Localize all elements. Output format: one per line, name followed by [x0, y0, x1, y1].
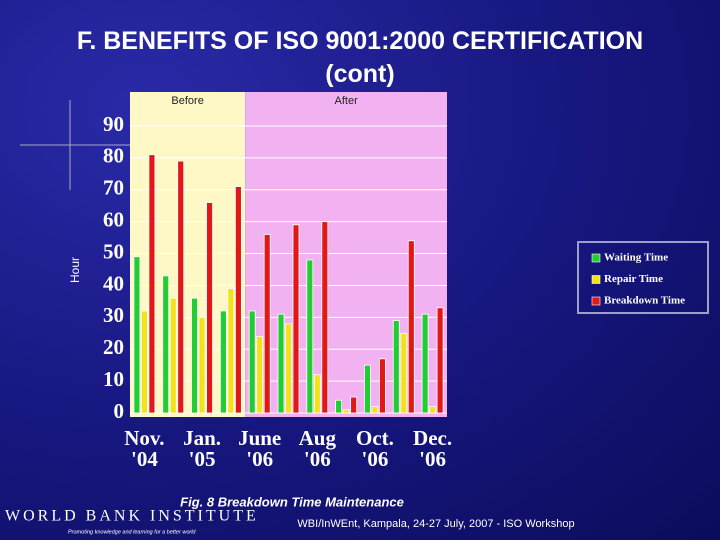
legend-swatch	[591, 275, 601, 284]
bar	[306, 259, 314, 414]
y-axis-label: Hour	[68, 257, 82, 283]
legend-swatch	[591, 253, 601, 263]
y-tick-label: 90	[103, 112, 124, 136]
legend-label: Waiting Time	[604, 252, 668, 264]
bar	[421, 313, 429, 414]
bar	[392, 320, 400, 414]
y-tick-label: 0	[114, 399, 125, 423]
logo-name: WORLD BANK INSTITUTE	[5, 508, 259, 525]
x-tick-label: Dec. '06	[413, 426, 453, 471]
period-label: After	[335, 95, 359, 107]
y-tick-label: 70	[103, 176, 124, 200]
y-tick-label: 60	[103, 207, 124, 231]
bar	[248, 310, 256, 414]
bar	[148, 154, 156, 414]
bar	[350, 396, 358, 414]
bar	[313, 374, 321, 414]
period-label: Before	[171, 95, 203, 107]
y-tick-label: 50	[103, 239, 124, 263]
bar	[256, 336, 264, 414]
legend-label: Repair Time	[604, 273, 663, 285]
bar	[141, 310, 148, 414]
footer: WBI/InWEnt, Kampala, 24-27 July, 2007 - …	[297, 518, 574, 530]
bar	[371, 406, 379, 414]
legend-label: Breakdown Time	[604, 295, 685, 307]
bar	[407, 240, 415, 414]
y-tick-label: 10	[103, 367, 124, 391]
x-tick-label: Nov. '04	[124, 426, 165, 471]
x-tick-label: Jan. '05	[183, 426, 221, 471]
y-tick-label: 80	[103, 144, 124, 168]
bar	[335, 399, 343, 414]
bar	[206, 202, 213, 414]
bar	[219, 310, 227, 414]
legend-box	[577, 241, 709, 314]
bar	[429, 406, 436, 414]
x-tick-label: June '06	[238, 426, 282, 471]
bar	[234, 186, 242, 414]
bar	[364, 364, 371, 414]
x-tick-label: Oct. '06	[356, 426, 394, 471]
bar	[169, 297, 177, 414]
caption: Fig. 8 Breakdown Time Maintenance	[180, 494, 404, 509]
bar	[263, 234, 271, 414]
logo-tagline: Promoting knowledge and learning for a b…	[68, 529, 196, 535]
bar	[198, 316, 206, 414]
bar	[379, 358, 386, 414]
period-band	[245, 92, 447, 417]
bar	[277, 313, 285, 414]
y-tick-label: 40	[103, 271, 124, 295]
bar	[285, 323, 292, 414]
bar	[227, 288, 235, 414]
y-tick-label: 30	[103, 303, 124, 327]
x-tick-label: Aug '06	[298, 426, 336, 471]
bar	[321, 221, 329, 414]
y-tick-label: 20	[103, 335, 124, 359]
bar	[177, 160, 185, 414]
bar	[292, 224, 300, 414]
bar	[436, 307, 444, 414]
bar	[400, 332, 408, 414]
bar	[133, 256, 141, 414]
legend-swatch	[591, 296, 601, 306]
slide-title: F. BENEFITS OF ISO 9001:2000 CERTIFICATI…	[77, 27, 643, 88]
bar	[342, 409, 350, 414]
bar	[162, 275, 170, 414]
bar	[191, 297, 198, 414]
